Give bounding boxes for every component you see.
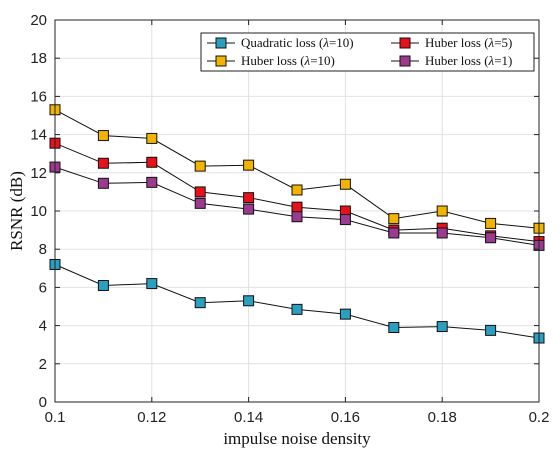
data-point [194,197,206,209]
legend-label: Huber loss (λ=10) [241,53,335,68]
series-line [54,264,540,339]
data-point [243,192,255,204]
y-tick-label: 8 [39,241,47,258]
y-tick-label: 4 [39,318,47,335]
data-point [485,217,497,229]
data-point [339,308,351,320]
legend-marker [215,37,227,49]
data-point [388,227,400,239]
data-point [388,322,400,334]
x-tick-label: 0.16 [331,409,360,426]
axis-ticks: 0 2 4 6 8 10 12 14 16 18 20 0.1 0.12 0.14 0.16 0.18 0.2 [30,12,549,426]
legend: Quadratic loss (λ=10) Huber loss (λ=10) Hu… [200,32,535,72]
series-group [49,104,545,344]
data-point [436,227,448,239]
data-point [146,176,158,188]
legend-marker [215,55,227,67]
data-point [291,184,303,196]
legend-item: Huber loss (λ=10) [207,53,335,68]
data-point [291,211,303,223]
data-point [485,324,497,336]
data-point [146,156,158,168]
data-point [194,186,206,198]
data-point [194,160,206,172]
data-point [146,278,158,290]
data-point [243,159,255,171]
y-tick-label: 2 [39,356,47,373]
legend-item: Huber loss (λ=5) [391,35,512,50]
x-tick-label: 0.12 [137,409,166,426]
x-tick-label: 0.1 [45,409,66,426]
series-0 [49,258,545,344]
legend-box [200,32,535,72]
data-point [97,130,109,142]
data-point [388,213,400,225]
data-point [243,203,255,215]
y-tick-label: 20 [30,12,47,29]
y-tick-label: 6 [39,279,47,296]
legend-item: Huber loss (λ=1) [391,53,512,68]
legend-label: Huber loss (λ=1) [425,53,512,68]
data-point [436,205,448,217]
legend-marker [399,55,411,67]
legend-marker [399,37,411,49]
data-point [97,157,109,169]
legend-item: Quadratic loss (λ=10) [207,35,354,50]
data-point [243,295,255,307]
data-point [97,279,109,291]
data-point [485,232,497,244]
legend-label: Quadratic loss (λ=10) [241,35,354,50]
data-point [194,297,206,309]
y-tick-label: 18 [30,50,47,67]
y-tick-label: 0 [39,394,47,411]
y-tick-label: 14 [30,127,47,144]
x-tick-label: 0.2 [529,409,550,426]
y-tick-label: 10 [30,203,47,220]
y-axis-label: RSNR (dB) [7,171,26,251]
legend-label: Huber loss (λ=5) [425,35,512,50]
data-point [436,321,448,333]
data-point [97,177,109,189]
data-point [339,214,351,226]
data-point [291,201,303,213]
data-point [339,178,351,190]
y-tick-label: 12 [30,165,47,182]
x-tick-label: 0.14 [234,409,263,426]
data-point [291,303,303,315]
data-point [146,132,158,144]
x-tick-label: 0.18 [428,409,457,426]
x-axis-label: impulse noise density [223,429,371,448]
y-tick-label: 16 [30,88,47,105]
